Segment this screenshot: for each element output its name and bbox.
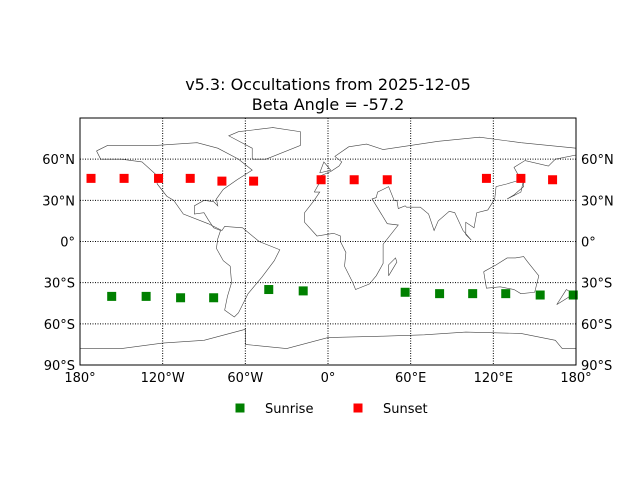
sunrise-point (400, 287, 410, 297)
y-tick-label-left: 90°S (44, 359, 75, 374)
x-tick-label: 120°E (474, 371, 514, 386)
y-tick-label-right: 30°N (581, 194, 614, 209)
coastline (506, 179, 524, 200)
coastline (319, 161, 332, 174)
coastline (96, 142, 281, 318)
y-tick-label-left: 0° (60, 236, 75, 251)
sunrise-point (107, 291, 117, 301)
coastline (304, 136, 577, 290)
y-tick-label-left: 60°N (42, 153, 75, 168)
tick-labels: 180° 120°W 60°W 0° 60°E 120°E 180° 60°N 60°N 30°N… (42, 153, 614, 386)
sunrise-point (141, 291, 151, 301)
sunset-point (154, 173, 164, 183)
sunset-point (516, 173, 526, 183)
sunrise-point (535, 290, 545, 300)
sunrise-point (468, 289, 478, 299)
coastline (80, 328, 576, 349)
coastlines (80, 127, 577, 349)
sunset-point (86, 173, 96, 183)
y-tick-label-right: 0° (581, 236, 596, 251)
y-tick-label-right: 60°S (581, 318, 612, 333)
chart-title-line1: v5.3: Occultations from 2025-12-05 (185, 75, 471, 94)
sunrise-legend-marker (235, 403, 245, 413)
sunrise-point (568, 290, 578, 300)
legend: Sunrise Sunset (235, 402, 428, 417)
sunset-point (316, 175, 326, 185)
y-tick-label-left: 30°S (44, 277, 75, 292)
x-tick-label: 60°E (395, 371, 426, 386)
sunset-point (119, 173, 129, 183)
sunrise-point (264, 285, 274, 295)
sunrise-point (298, 286, 308, 296)
sunset-point (249, 176, 259, 186)
sunrise-legend-label: Sunrise (265, 402, 313, 417)
y-tick-label-left: 60°S (44, 318, 75, 333)
graticule (80, 118, 576, 365)
sunrise-point (209, 293, 219, 303)
y-tick-label-right: 30°S (581, 277, 612, 292)
x-tick-label: 180° (560, 371, 591, 386)
sunset-point (481, 173, 491, 183)
sunset-point (185, 173, 195, 183)
map-frame (79, 117, 577, 366)
data-points (86, 173, 578, 303)
sunset-point (217, 176, 227, 186)
x-tick-label: 120°W (141, 371, 185, 386)
x-tick-label: 60°W (227, 371, 263, 386)
coastline (483, 256, 540, 294)
sunset-legend-marker (353, 403, 363, 413)
sunset-point (548, 175, 558, 185)
sunrise-point (501, 289, 511, 299)
sunset-point (382, 175, 392, 185)
coastline (388, 257, 398, 276)
x-tick-label: 180° (64, 371, 95, 386)
sunrise-point (435, 289, 445, 299)
sunset-legend-label: Sunset (383, 402, 428, 417)
x-tick-label: 0° (321, 371, 336, 386)
y-tick-label-right: 60°N (581, 153, 614, 168)
y-tick-label-left: 30°N (42, 194, 75, 209)
sunset-point (349, 175, 359, 185)
sunrise-point (176, 293, 186, 303)
coastline (228, 127, 301, 160)
y-tick-label-right: 90°S (581, 359, 612, 374)
chart-title-line2: Beta Angle = -57.2 (252, 95, 405, 114)
